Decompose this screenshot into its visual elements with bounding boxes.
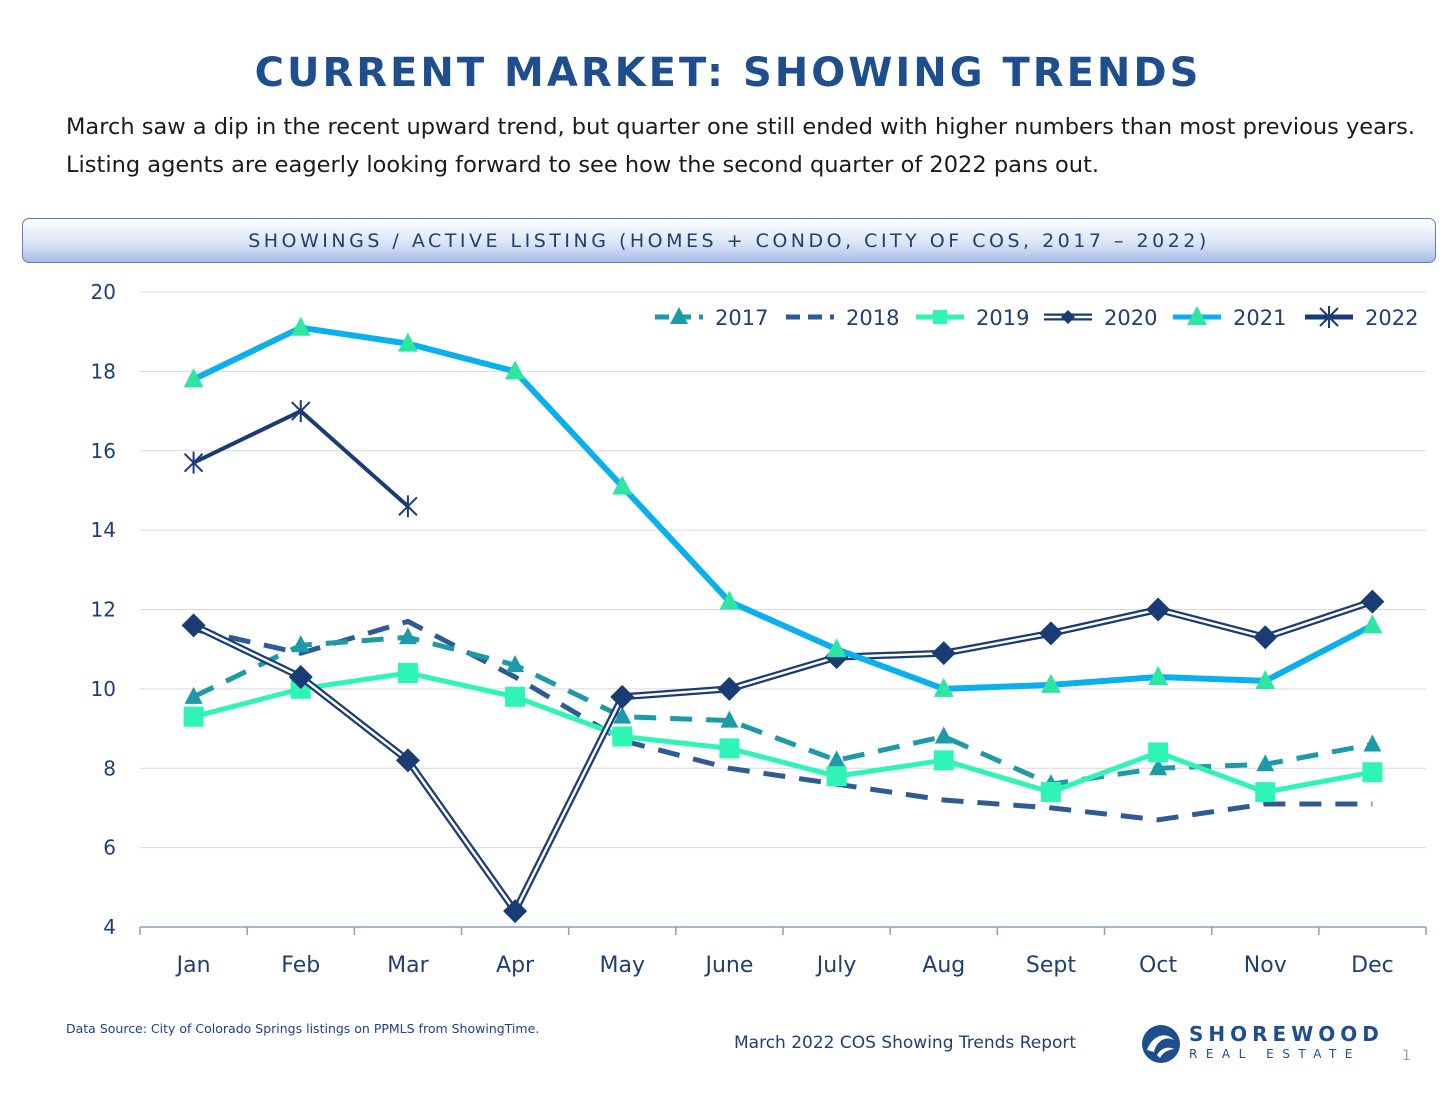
legend-2017-label: 2017 (715, 306, 768, 330)
x-tick-label: May (600, 953, 645, 978)
series-2020-point (1360, 589, 1385, 614)
logo-subtitle: REAL ESTATE (1189, 1047, 1361, 1061)
series-2021-point (1362, 614, 1383, 634)
series-2021-point (612, 475, 633, 495)
series-2021-point (505, 360, 526, 380)
series-2020-point (503, 899, 528, 924)
series-2019-point (1040, 782, 1061, 803)
logo-wordmark: SHOREWOOD (1189, 1022, 1384, 1046)
series-2020-line (192, 598, 1374, 915)
series-2020-point (1253, 625, 1278, 650)
series-2022-line (192, 409, 410, 508)
series-2020-point (610, 684, 635, 709)
x-tick-label: Dec (1351, 953, 1394, 978)
x-tick-label: Jan (175, 953, 211, 978)
series-2020-point (395, 748, 420, 773)
x-tick-label: Sept (1026, 953, 1076, 978)
series-2021-point (183, 368, 204, 388)
series-2018-line (193, 618, 1373, 823)
y-tick-label: 14 (91, 518, 116, 542)
x-tick-label: Apr (496, 953, 535, 978)
series-2022-point (291, 400, 311, 423)
series-2022-point (183, 451, 204, 474)
series-2021-point (933, 677, 954, 697)
series-2019-point (183, 706, 204, 727)
y-tick-label: 18 (91, 359, 116, 383)
series-2017-point (827, 750, 846, 768)
y-tick-label: 6 (103, 836, 116, 860)
series-2021-line (192, 324, 1374, 692)
legend-2022-marker (1319, 306, 1339, 328)
series-2021-point (290, 316, 311, 336)
series-2017-point (291, 635, 310, 653)
series-2019-point (1148, 742, 1169, 763)
series-2021-point (719, 590, 740, 610)
x-tick-label: June (703, 953, 753, 978)
series-2019-point (612, 726, 633, 747)
series-2017-point (1256, 754, 1275, 772)
series-2017-point (398, 627, 417, 645)
series-2017-line (192, 634, 1373, 787)
series-2020-point (1146, 597, 1171, 622)
y-tick-label: 12 (91, 598, 116, 622)
series-2020-point (1038, 621, 1063, 646)
description-line-2: Listing agents are eagerly looking forwa… (66, 152, 1100, 178)
legend-2019-marker (933, 310, 947, 324)
description-line-1: March saw a dip in the recent upward tre… (66, 114, 1416, 140)
x-tick-label: Mar (387, 953, 429, 978)
series-2019-line (192, 670, 1373, 795)
series-2019-point (933, 750, 954, 771)
chart-title-banner: SHOWINGS / ACTIVE LISTING (HOMES + CONDO… (22, 218, 1436, 263)
series-2019-point (1255, 782, 1276, 803)
series-2017-point (720, 710, 739, 728)
page-number: 1 (1402, 1048, 1411, 1064)
company-logo: SHOREWOOD REAL ESTATE (1141, 1022, 1381, 1066)
series-2020-point (288, 664, 313, 689)
legend-2018-label: 2018 (846, 306, 899, 330)
series-2021-point (1255, 669, 1276, 689)
series-2021-point (1148, 665, 1169, 685)
legend-2021-label: 2021 (1233, 306, 1286, 330)
series-2017-point (1363, 734, 1382, 752)
series-2021-point (1040, 673, 1061, 693)
series-2017-point (184, 686, 203, 704)
y-tick-label: 4 (103, 915, 116, 939)
x-tick-label: Oct (1139, 953, 1177, 978)
report-name: March 2022 COS Showing Trends Report (734, 1033, 1077, 1053)
series-2019-point (719, 738, 740, 759)
series-2019-point (505, 686, 526, 707)
legend-2017-marker (670, 307, 688, 324)
y-tick-label: 20 (91, 280, 116, 304)
page-title: CURRENT MARKET: SHOWING TRENDS (254, 50, 1202, 96)
legend-2022-label: 2022 (1365, 306, 1418, 330)
series-2020-point (717, 676, 742, 701)
series-2017-point (1149, 758, 1168, 776)
legend-2020-label: 2020 (1104, 306, 1157, 330)
x-tick-label: Nov (1244, 953, 1287, 978)
series-2020-line-inner (193, 600, 1373, 913)
series-2020-point (181, 613, 206, 638)
legend-2019-label: 2019 (976, 306, 1029, 330)
y-tick-label: 16 (91, 439, 116, 463)
x-tick-label: July (815, 953, 857, 978)
y-tick-label: 8 (103, 756, 116, 780)
x-tick-label: Aug (922, 953, 965, 978)
series-2017-point (506, 655, 525, 673)
y-tick-label: 10 (91, 677, 116, 701)
logo-emblem-icon (1142, 1025, 1180, 1063)
series-2022-point (398, 495, 418, 518)
series-2017-point (934, 726, 953, 744)
series-2021-point (826, 638, 847, 658)
series-2019-point (397, 663, 418, 683)
legend-2020-marker (1061, 310, 1075, 324)
series-2017-point (613, 706, 632, 724)
legend-2021-marker (1187, 306, 1207, 325)
data-source-note: Data Source: City of Colorado Springs li… (66, 1021, 540, 1036)
series-2019-point (1362, 762, 1383, 783)
series-2020-point (931, 641, 956, 666)
series-2021-point (397, 332, 418, 352)
x-tick-label: Feb (281, 953, 320, 978)
series-2019-point (826, 766, 847, 787)
